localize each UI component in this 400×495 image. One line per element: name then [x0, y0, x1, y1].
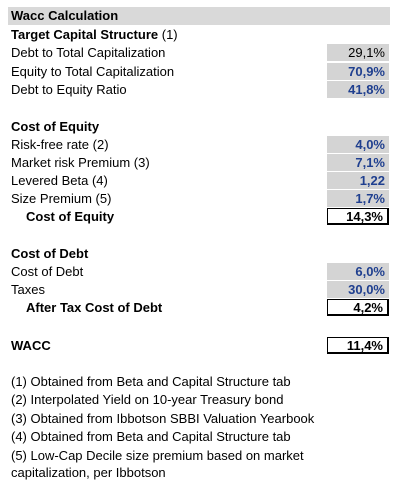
- label: Risk-free rate (2): [11, 137, 109, 152]
- section-heading: Cost of Equity: [8, 118, 390, 136]
- value: 14,3%: [327, 208, 389, 225]
- label: Debt to Total Capitalization: [11, 45, 166, 60]
- label: Debt to Equity Ratio: [11, 82, 127, 97]
- value: 41,8%: [327, 81, 389, 98]
- value: 7,1%: [327, 154, 389, 171]
- footnote: (1) Obtained from Beta and Capital Struc…: [11, 374, 291, 389]
- footnote: (5) Low-Cap Decile size premium based on…: [11, 448, 304, 480]
- value: 4,2%: [327, 299, 389, 316]
- value: 29,1%: [327, 44, 389, 61]
- label: Market risk Premium (3): [11, 155, 150, 170]
- section-heading: Cost of Debt: [8, 245, 390, 263]
- heading: Cost of Debt: [11, 246, 89, 261]
- row: Market risk Premium (3) 7,1%: [8, 154, 390, 172]
- footnote: (3) Obtained from Ibbotson SBBI Valuatio…: [11, 411, 315, 426]
- section-heading: Target Capital Structure (1): [8, 26, 390, 44]
- row: Taxes 30,0%: [8, 281, 390, 299]
- value: 4,0%: [327, 136, 389, 153]
- label: WACC: [11, 338, 51, 353]
- label: Levered Beta (4): [11, 173, 108, 188]
- label: Size Premium (5): [11, 191, 112, 206]
- value: 30,0%: [327, 281, 389, 298]
- footnote: (2) Interpolated Yield on 10-year Treasu…: [11, 392, 284, 407]
- label: Taxes: [11, 282, 45, 297]
- value: 1,7%: [327, 190, 389, 207]
- note: (1): [161, 27, 178, 42]
- value: 6,0%: [327, 263, 389, 280]
- heading: Cost of Equity: [11, 119, 100, 134]
- row: Equity to Total Capitalization 70,9%: [8, 63, 390, 81]
- total-row: After Tax Cost of Debt 4,2%: [8, 299, 390, 317]
- sheet-title: Wacc Calculation: [8, 7, 390, 25]
- row: Size Premium (5) 1,7%: [8, 190, 390, 208]
- label: Cost of Equity: [26, 209, 115, 224]
- label: After Tax Cost of Debt: [26, 300, 163, 315]
- row: Debt to Equity Ratio 41,8%: [8, 81, 390, 99]
- heading: Target Capital Structure: [11, 27, 159, 42]
- label: Equity to Total Capitalization: [11, 64, 175, 79]
- label: Cost of Debt: [11, 264, 84, 279]
- wacc-row: WACC 11,4%: [8, 337, 390, 355]
- value: 11,4%: [327, 337, 389, 354]
- row: Risk-free rate (2) 4,0%: [8, 136, 390, 154]
- row: Debt to Total Capitalization 29,1%: [8, 44, 390, 62]
- row: Cost of Debt 6,0%: [8, 263, 390, 281]
- value: 1,22: [327, 172, 389, 189]
- total-row: Cost of Equity 14,3%: [8, 208, 390, 226]
- row: Levered Beta (4) 1,22: [8, 172, 390, 190]
- footnote: (4) Obtained from Beta and Capital Struc…: [11, 429, 291, 444]
- value: 70,9%: [327, 63, 389, 80]
